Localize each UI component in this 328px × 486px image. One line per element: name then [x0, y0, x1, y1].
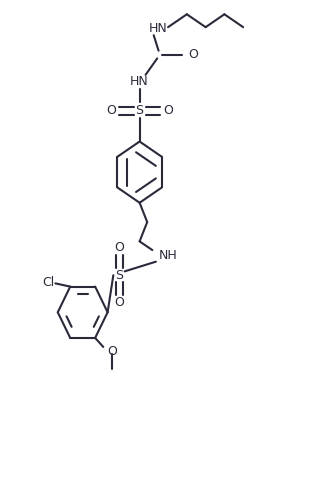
- Text: O: O: [107, 345, 117, 358]
- Text: HN: HN: [130, 75, 149, 88]
- Text: O: O: [188, 48, 198, 61]
- Text: O: O: [114, 242, 124, 254]
- Text: O: O: [106, 104, 116, 118]
- Text: S: S: [135, 104, 144, 118]
- Text: O: O: [163, 104, 173, 118]
- Text: S: S: [115, 269, 123, 282]
- Text: NH: NH: [158, 249, 177, 262]
- Text: O: O: [114, 296, 124, 309]
- Text: HN: HN: [149, 22, 168, 35]
- Text: Cl: Cl: [42, 276, 54, 289]
